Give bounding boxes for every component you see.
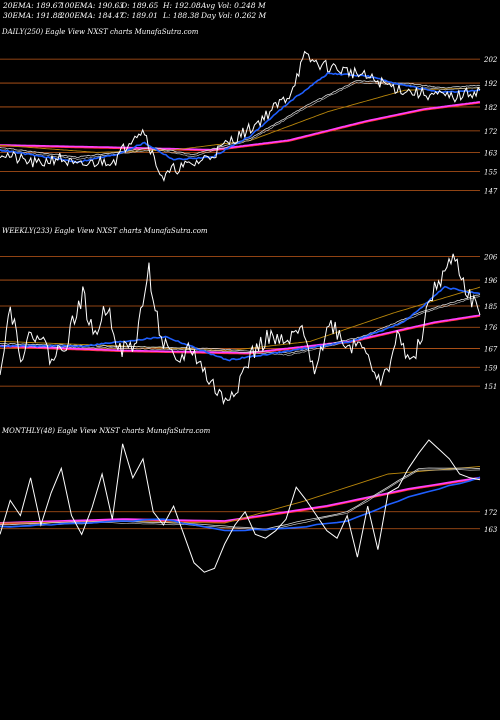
daily-price-line [0,50,481,183]
daily-level-label: 155 [484,169,498,177]
daily-ma-red-line [0,102,481,152]
monthly-panel-title: MONTHLY(48) Eagle View NXST charts Munaf… [2,427,211,435]
header-30ema: 30EMA: 191.88 [3,11,63,20]
weekly-ema-short-line [0,285,481,362]
header-close: C: 189.01 [121,11,158,20]
header-100ema: 100EMA: 190.63 [60,1,125,10]
weekly-level-label: 167 [484,345,498,353]
monthly-ema-short-line [0,476,481,532]
weekly-ma-red-line [0,316,481,355]
daily-ema200-line [0,101,481,152]
weekly-level-label: 196 [484,277,498,285]
daily-level-label: 182 [484,104,498,112]
header-avg-vol: Avg Vol: 0.248 M [201,1,266,10]
weekly-price-line [0,253,481,406]
header-day-vol: Day Vol: 0.262 M [201,11,267,20]
monthly-level-label: 172 [484,509,498,517]
header-200ema: 200EMA: 184.47 [60,11,125,20]
daily-level-label: 202 [483,56,498,64]
daily-level-label: 172 [484,128,498,136]
weekly-level-label: 185 [484,303,498,311]
weekly-ema-medium-line [0,294,481,354]
daily-panel-title: DAILY(250) Eagle View NXST charts Munafa… [2,28,199,36]
weekly-level-label: 159 [484,364,498,372]
header-20ema: 20EMA: 189.67 [3,1,63,10]
daily-level-label: 163 [484,149,498,157]
daily-level-label: 147 [484,188,498,196]
monthly-level-label: 163 [484,526,498,534]
weekly-level-label: 176 [484,324,498,332]
weekly-level-label: 151 [484,383,497,391]
weekly-ema200-line [0,314,481,355]
header-low: L: 188.38 [163,11,200,20]
monthly-price-line [0,439,481,573]
daily-ema-short-line [0,71,481,164]
weekly-panel-title: WEEKLY(233) Eagle View NXST charts Munaf… [2,227,208,235]
header-open: O: 189.65 [121,1,159,10]
monthly-ema-medium2-line [0,469,481,531]
header-high: H: 192.08 [163,1,201,10]
daily-level-label: 192 [484,80,498,88]
weekly-level-label: 206 [483,254,498,262]
weekly-ema-long-line [0,286,481,352]
